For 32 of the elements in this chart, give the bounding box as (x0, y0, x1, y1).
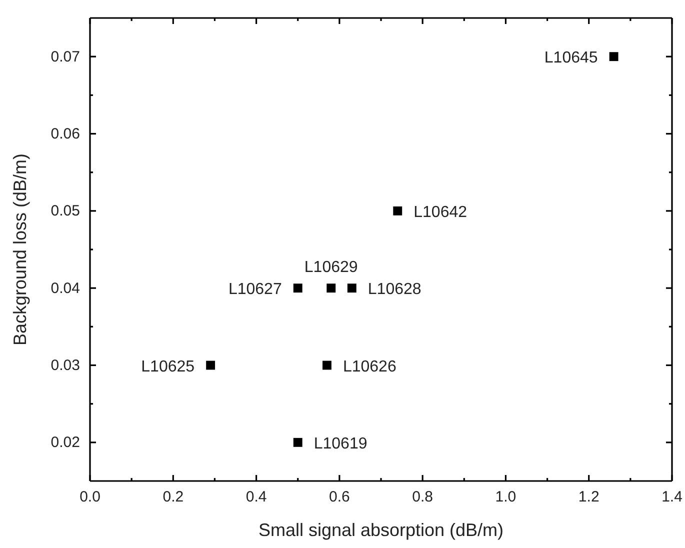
y-axis-title: Background loss (dB/m) (10, 153, 30, 346)
y-tick-label: 0.04 (50, 280, 80, 297)
annotation: L10619 (314, 435, 368, 452)
annotation: L10642 (414, 204, 468, 221)
point (293, 438, 302, 447)
x-tick-label: 0.0 (80, 488, 100, 506)
annotation: L10629 (304, 259, 358, 276)
point (322, 360, 332, 370)
annotation: L10626 (342, 358, 396, 376)
y-tick-label: 0.05 (50, 202, 80, 220)
x-tick-label: 0.8 (412, 488, 433, 506)
point (326, 284, 336, 293)
x-axis-title: Small signal absorption (dB/m) (258, 520, 504, 540)
annotation: L10627 (228, 281, 282, 298)
annotation: L10625 (141, 358, 195, 376)
x-tick-label: 0.4 (246, 488, 267, 506)
x-tick-label: 0.2 (162, 488, 184, 506)
x-tick-label: 1.2 (578, 488, 600, 506)
y-tick-label: 0.03 (50, 357, 80, 374)
annotation: L10645 (544, 50, 598, 67)
y-tick-label: 0.02 (50, 434, 80, 452)
point (347, 284, 356, 293)
point (293, 284, 302, 293)
point (206, 360, 216, 370)
y-tick-label: 0.07 (50, 48, 80, 66)
x-tick-label: 0.6 (329, 488, 350, 506)
point (393, 206, 402, 216)
y-tick-label: 0.06 (50, 126, 80, 143)
annotation: L10628 (368, 281, 422, 298)
point (609, 52, 618, 62)
x-tick-label: 1.4 (662, 488, 682, 506)
x-tick-label: 1.0 (495, 488, 516, 506)
